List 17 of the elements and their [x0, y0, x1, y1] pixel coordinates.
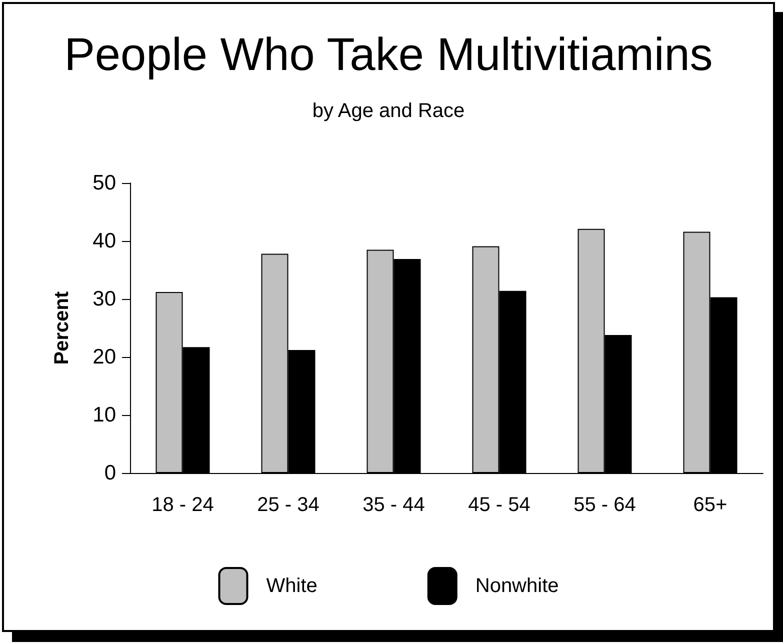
- y-tick-label: 10: [92, 404, 116, 426]
- x-tick-label: 18 - 24: [152, 494, 214, 516]
- y-tick-label: 20: [92, 346, 116, 368]
- y-tick-label: 0: [104, 462, 116, 484]
- y-tick-label: 30: [92, 288, 116, 310]
- x-tick-label: 55 - 64: [574, 494, 636, 516]
- x-tick-label: 65+: [693, 494, 728, 516]
- x-tick-label: 35 - 44: [362, 494, 425, 516]
- y-tick-label: 40: [92, 230, 116, 252]
- legend-label: White: [266, 575, 318, 597]
- x-tick-label: 25 - 34: [257, 494, 320, 516]
- chart-title: People Who Take Multivitiamins: [64, 28, 713, 80]
- chart-subtitle: by Age and Race: [312, 100, 465, 122]
- x-tick-label: 45 - 54: [468, 494, 530, 516]
- legend-label: Nonwhite: [475, 575, 559, 597]
- y-axis-title: Percent: [51, 290, 73, 365]
- y-tick-label: 50: [92, 172, 116, 194]
